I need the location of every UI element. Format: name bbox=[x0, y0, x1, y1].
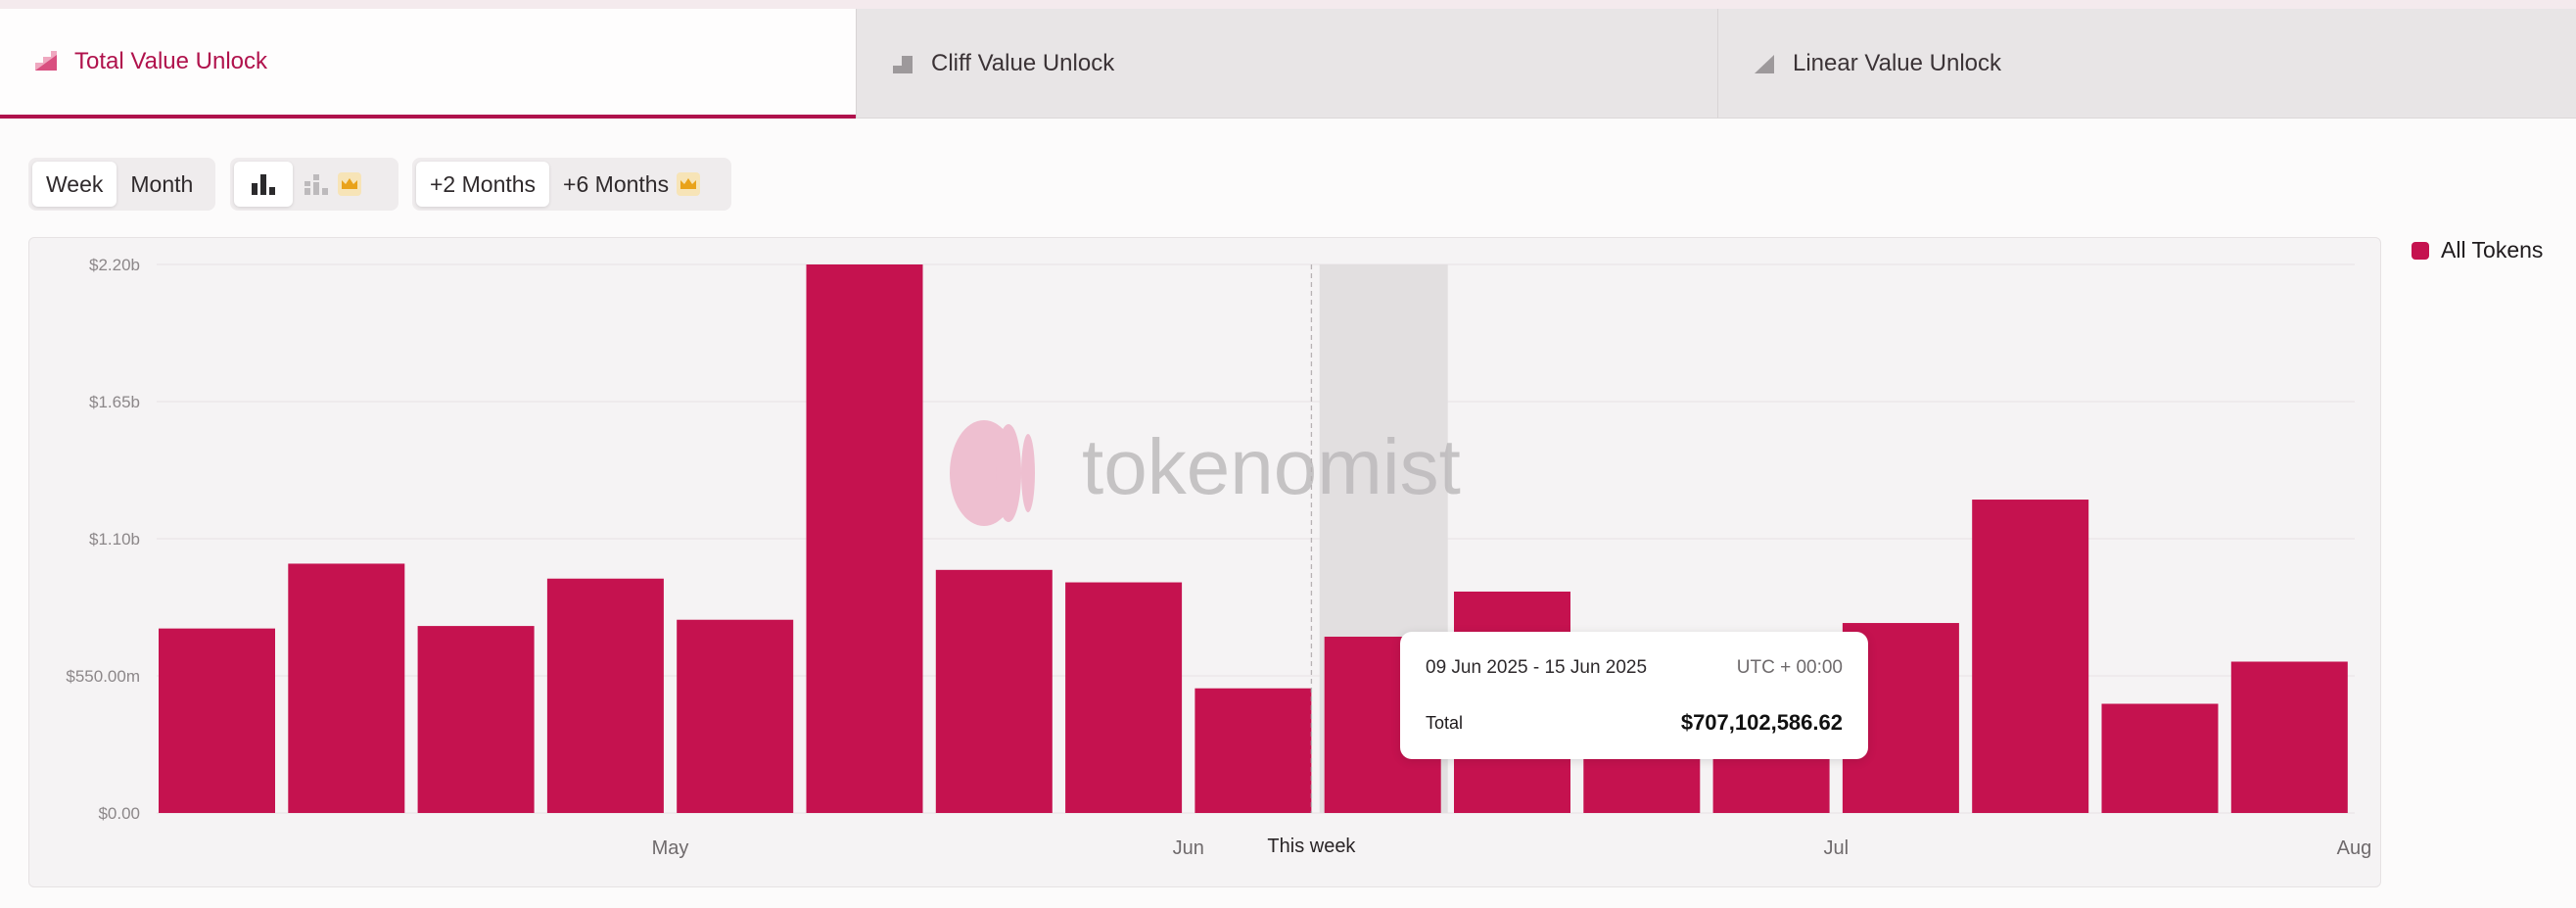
x-month-label: Aug bbox=[2337, 837, 2372, 859]
tab-label: Linear Value Unlock bbox=[1793, 49, 2002, 76]
tokenomist-watermark: tokenomist bbox=[950, 420, 1461, 526]
linear-ramp-icon bbox=[1750, 49, 1779, 78]
tab-cliff-value-unlock[interactable]: Cliff Value Unlock bbox=[856, 9, 1717, 119]
unlock-bar[interactable] bbox=[546, 578, 664, 813]
unlock-bar[interactable] bbox=[288, 563, 405, 813]
tooltip-total-label: Total bbox=[1426, 712, 1464, 733]
unlock-bar[interactable] bbox=[2101, 703, 2219, 813]
legend-swatch bbox=[2412, 241, 2429, 260]
y-tick-label: $550.00m bbox=[66, 667, 140, 686]
y-tick-label: $0.00 bbox=[98, 804, 140, 823]
plus-6-months-label: +6 Months bbox=[563, 170, 670, 197]
legend-label[interactable]: All Tokens bbox=[2441, 237, 2544, 263]
range-toggle: +2 Months +6 Months bbox=[412, 158, 731, 211]
tooltip-timezone: UTC + 00:00 bbox=[1736, 657, 1843, 678]
unlock-bar[interactable] bbox=[1065, 582, 1183, 813]
total-unlock-icon bbox=[31, 47, 61, 76]
tab-label: Cliff Value Unlock bbox=[931, 49, 1115, 76]
tooltip-date-range: 09 Jun 2025 - 15 Jun 2025 bbox=[1426, 657, 1648, 678]
bar-chart-icon bbox=[252, 174, 275, 195]
unlock-bar[interactable] bbox=[2230, 661, 2348, 813]
tab-label: Total Value Unlock bbox=[74, 48, 267, 74]
chart-style-toggle bbox=[230, 158, 398, 211]
stacked-bar-icon bbox=[304, 174, 328, 195]
tooltip-total-value: $707,102,586.62 bbox=[1680, 710, 1843, 735]
unlock-bar[interactable] bbox=[159, 628, 275, 813]
bar-tooltip: 09 Jun 2025 - 15 Jun 2025 UTC + 00:00 To… bbox=[1400, 632, 1868, 759]
x-month-label: Jun bbox=[1173, 837, 1204, 859]
tab-linear-value-unlock[interactable]: Linear Value Unlock bbox=[1717, 9, 2576, 119]
unlock-bar-chart: tokenomist $0.00 $550.00m $1.10b $1.65b $2.2… bbox=[66, 256, 2372, 859]
chart-legend: All Tokens bbox=[2412, 237, 2543, 263]
unlock-bar[interactable] bbox=[677, 619, 794, 813]
tab-total-value-unlock[interactable]: Total Value Unlock bbox=[0, 9, 856, 119]
bar-chart-button[interactable] bbox=[234, 162, 293, 207]
x-month-label: May bbox=[652, 837, 689, 859]
stacked-bar-button[interactable] bbox=[293, 162, 371, 207]
crown-icon bbox=[338, 172, 361, 196]
unlock-bar[interactable] bbox=[1972, 500, 2089, 813]
unlock-bar[interactable] bbox=[1194, 688, 1312, 813]
top-strip bbox=[0, 0, 2576, 9]
unlock-bar[interactable] bbox=[935, 569, 1053, 813]
y-tick-label: $2.20b bbox=[89, 256, 140, 274]
y-tick-label: $1.65b bbox=[89, 393, 140, 411]
plus-6-months-button[interactable]: +6 Months bbox=[549, 162, 714, 207]
plus-2-months-button[interactable]: +2 Months bbox=[416, 162, 550, 207]
cliff-step-icon bbox=[888, 49, 917, 78]
unlock-bar[interactable] bbox=[417, 626, 535, 813]
current-week-label: This week bbox=[1267, 836, 1356, 857]
x-month-label: Jul bbox=[1823, 837, 1849, 859]
period-toggle: Week Month bbox=[28, 158, 215, 211]
svg-text:tokenomist: tokenomist bbox=[1082, 423, 1461, 510]
unlock-tabs: Total Value Unlock Cliff Value Unlock Li… bbox=[0, 9, 2576, 119]
week-button[interactable]: Week bbox=[32, 162, 117, 207]
crown-icon bbox=[677, 172, 701, 196]
y-tick-label: $1.10b bbox=[89, 530, 140, 549]
month-button[interactable]: Month bbox=[130, 170, 194, 197]
unlock-bar[interactable] bbox=[806, 264, 923, 813]
